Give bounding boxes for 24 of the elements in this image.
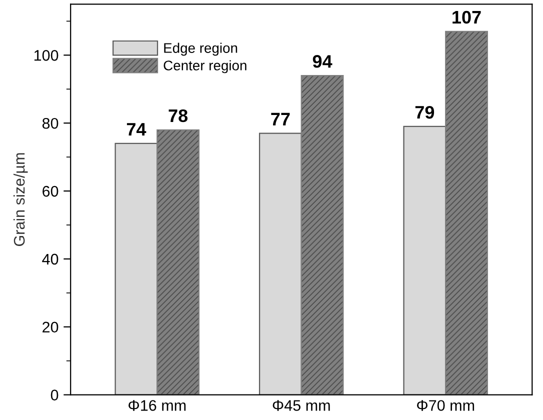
y-tick-label: 80	[42, 118, 58, 129]
bar	[114, 142, 158, 395]
y-tick-label: 60	[42, 186, 58, 197]
bar	[445, 30, 488, 395]
data-label: 79	[415, 106, 434, 119]
legend-label: Center region	[164, 60, 246, 74]
y-tick-label: 40	[42, 254, 58, 265]
data-label: 74	[126, 123, 146, 136]
data-label: 94	[312, 55, 332, 68]
y-tick-label: 0	[50, 390, 58, 400]
bar	[403, 126, 446, 395]
y-axis-title: Grain size/µm	[14, 153, 28, 246]
bar	[258, 132, 302, 395]
data-label: 78	[168, 109, 188, 122]
bar	[300, 74, 344, 395]
y-tick-label: 100	[34, 50, 58, 61]
bar	[156, 129, 200, 395]
data-label: 107	[452, 10, 481, 24]
y-tick-label: 20	[42, 322, 58, 333]
legend-label: Edge region	[164, 42, 238, 56]
x-tick-label: Φ16 mm	[128, 400, 186, 411]
x-tick-label: Φ70 mm	[417, 400, 474, 411]
data-label: 77	[271, 112, 290, 126]
x-tick-label: Φ45 mm	[272, 400, 330, 411]
